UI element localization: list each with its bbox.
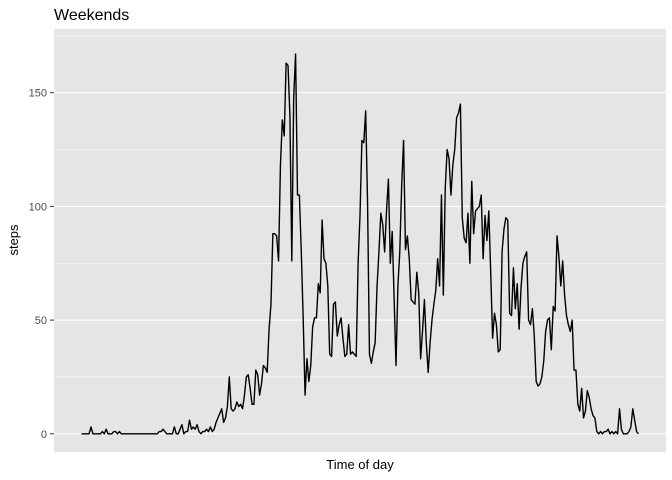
y-axis-label: steps [6,224,21,256]
y-tick-label: 150 [29,88,47,100]
x-axis-label: Time of day [326,457,394,472]
y-tick-label: 100 [29,201,47,213]
y-tick-label: 50 [35,315,47,327]
y-axis-ticks: 0 50 100 150 [29,88,54,441]
chart-title: Weekends [54,7,129,24]
y-tick-label: 0 [41,429,47,441]
series-line [81,53,639,435]
plot-panel [54,29,666,452]
